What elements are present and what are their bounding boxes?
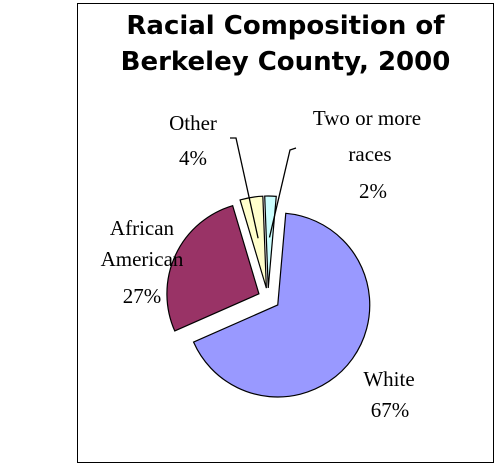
label-two-or-more-line-2: races [348, 142, 391, 166]
chart-title: Racial Composition of Berkeley County, 2… [77, 8, 494, 80]
leader-other [230, 137, 259, 239]
label-two-or-more-line-1: Two or more [313, 106, 421, 130]
slice-other [239, 195, 267, 289]
label-other-pct: 4% [179, 146, 207, 170]
slice-two-or-more [264, 195, 277, 289]
label-african-american-line-1: African [110, 216, 175, 240]
label-white-pct: 67% [371, 398, 410, 422]
label-white-name: White [363, 367, 414, 391]
label-white: White [363, 367, 414, 391]
label-two-or-more-pct: 2% [359, 179, 387, 203]
slice-white [192, 212, 371, 398]
label-african-american-line-2: American [101, 247, 184, 271]
chart-title-line-2: Berkeley County, 2000 [120, 47, 451, 77]
label-african-american-pct: 27% [123, 284, 162, 308]
leader-two-or-more [268, 147, 297, 238]
chart-title-line-1: Racial Composition of [126, 11, 445, 41]
label-other: Other [169, 111, 217, 135]
slice-african-american [166, 204, 260, 332]
